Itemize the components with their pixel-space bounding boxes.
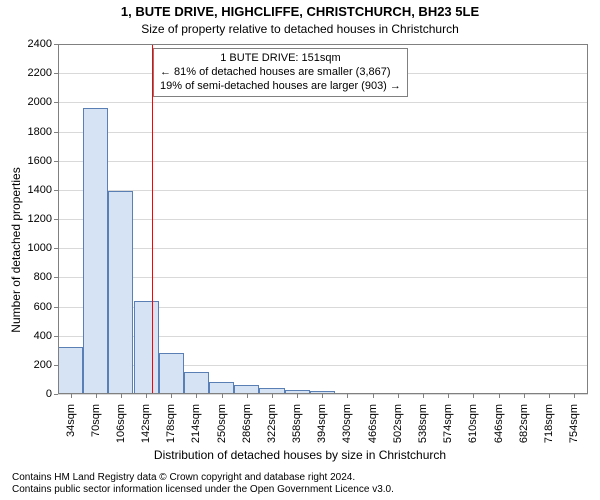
gridline [58,161,588,162]
annotation-line: 1 BUTE DRIVE: 151sqm [160,52,401,66]
y-tick [54,394,58,395]
histogram-bar [159,353,184,394]
x-tick [71,394,72,398]
x-tick-label: 214sqm [190,404,202,443]
histogram-bar [108,191,133,394]
histogram-plot: 0200400600800100012001400160018002000220… [58,44,588,394]
title-sub: Size of property relative to detached ho… [0,22,600,36]
histogram-bar [209,382,234,394]
histogram-bar [234,385,259,394]
x-tick [524,394,525,398]
x-tick-label: 178sqm [165,404,177,443]
y-tick [54,102,58,103]
y-tick-label: 800 [34,271,52,283]
footer-line-1: Contains HM Land Registry data © Crown c… [12,472,588,484]
x-tick [473,394,474,398]
x-tick-label: 250sqm [216,404,228,443]
x-tick [499,394,500,398]
gridline [58,132,588,133]
x-tick [398,394,399,398]
annotation-box: 1 BUTE DRIVE: 151sqm← 81% of detached ho… [153,48,408,97]
y-tick [54,44,58,45]
annotation-line: 19% of semi-detached houses are larger (… [160,80,401,94]
y-tick [54,190,58,191]
x-tick-label: 142sqm [140,404,152,443]
y-tick [54,336,58,337]
footer-line-2: Contains public sector information licen… [12,484,588,496]
gridline [58,102,588,103]
x-tick-label: 430sqm [341,404,353,443]
x-tick-label: 502sqm [392,404,404,443]
x-tick-label: 70sqm [90,404,102,437]
x-tick-label: 718sqm [543,404,555,443]
x-tick [222,394,223,398]
x-tick [448,394,449,398]
x-tick-label: 610sqm [467,404,479,443]
x-tick-label: 106sqm [115,404,127,443]
histogram-bar [134,301,159,394]
title-main: 1, BUTE DRIVE, HIGHCLIFFE, CHRISTCHURCH,… [0,4,600,19]
annotation-line: ← 81% of detached houses are smaller (3,… [160,66,401,80]
x-tick-label: 538sqm [417,404,429,443]
x-tick-label: 646sqm [493,404,505,443]
x-tick-label: 682sqm [518,404,530,443]
x-tick [171,394,172,398]
x-tick [423,394,424,398]
y-tick [54,307,58,308]
x-tick-label: 466sqm [367,404,379,443]
x-tick [121,394,122,398]
x-tick [196,394,197,398]
gridline [58,248,588,249]
histogram-bar [259,388,284,394]
y-tick-label: 2200 [28,67,52,79]
histogram-bar [184,372,209,394]
y-tick-label: 1400 [28,184,52,196]
histogram-bar [285,390,310,394]
x-tick-label: 34sqm [65,404,77,437]
y-tick [54,219,58,220]
x-tick-label: 358sqm [291,404,303,443]
x-tick [322,394,323,398]
y-tick-label: 0 [46,388,52,400]
y-tick-label: 1600 [28,155,52,167]
x-tick-label: 574sqm [442,404,454,443]
x-tick [297,394,298,398]
x-tick [549,394,550,398]
x-tick [272,394,273,398]
y-tick [54,248,58,249]
y-tick-label: 1000 [28,242,52,254]
x-tick-label: 754sqm [568,404,580,443]
y-tick [54,73,58,74]
y-tick-label: 1800 [28,126,52,138]
x-tick [347,394,348,398]
x-tick [247,394,248,398]
gridline [58,190,588,191]
y-tick [54,277,58,278]
histogram-bar [58,347,83,394]
y-tick-label: 2000 [28,96,52,108]
y-tick-label: 1200 [28,213,52,225]
x-tick [96,394,97,398]
x-tick [574,394,575,398]
x-tick [146,394,147,398]
histogram-bar [83,108,108,394]
gridline [58,219,588,220]
x-tick-label: 322sqm [266,404,278,443]
x-tick-label: 394sqm [316,404,328,443]
x-tick-label: 286sqm [241,404,253,443]
x-tick [373,394,374,398]
gridline [58,44,588,45]
y-tick [54,161,58,162]
gridline [58,277,588,278]
y-axis-label: Number of detached properties [9,167,23,332]
y-tick-label: 2400 [28,38,52,50]
y-tick-label: 200 [34,359,52,371]
y-tick [54,132,58,133]
y-tick-label: 400 [34,330,52,342]
x-axis-label: Distribution of detached houses by size … [0,448,600,462]
y-tick-label: 600 [34,301,52,313]
histogram-bar [310,391,335,394]
footer: Contains HM Land Registry data © Crown c… [12,472,588,496]
